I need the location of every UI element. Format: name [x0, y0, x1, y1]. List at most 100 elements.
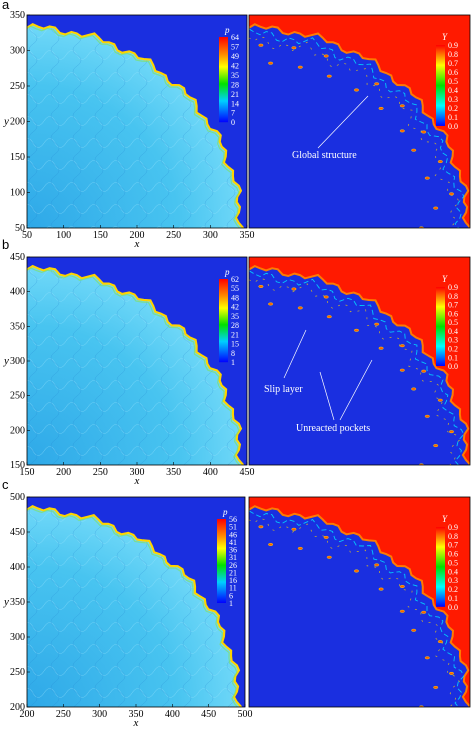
unreacted-pocket [374, 563, 380, 567]
unreacted-pocket [421, 610, 427, 614]
front-afterglow [27, 507, 239, 707]
x-tick-label: 400 [203, 467, 218, 478]
reaction-front [249, 23, 470, 228]
pressure-colorbar-title: p [222, 507, 228, 517]
detonation-front [27, 264, 245, 465]
x-tick-label: 450 [201, 709, 216, 720]
pressure-colorbar-tick: 42 [231, 303, 239, 312]
x-tick-label: 350 [240, 230, 255, 241]
x-tick-label: 200 [130, 230, 145, 241]
pressure-colorbar [217, 519, 226, 603]
fraction-plot-a: Y0.90.80.70.60.50.40.30.20.10.0 Global st… [248, 14, 471, 229]
fraction-colorbar-tick: 0.4 [448, 567, 458, 576]
pressure-colorbar-tick: 6 [229, 591, 233, 600]
pressure-colorbar-title: p [224, 25, 230, 35]
pressure-colorbar-tick: 31 [229, 553, 237, 562]
annotation-leader [283, 329, 307, 379]
fraction-colorbar-tick: 0.2 [448, 344, 458, 353]
detonation-front [27, 23, 245, 228]
unreacted-pocket [399, 344, 405, 348]
y-tick-label: 50 [15, 223, 25, 234]
fraction-colorbar-tick: 0.5 [448, 77, 458, 86]
fraction-colorbar-tick: 0.8 [448, 50, 458, 59]
fraction-colorbar-tick: 0.6 [448, 309, 458, 318]
x-tick-label: 450 [240, 467, 255, 478]
unreacted-pocket [326, 74, 332, 78]
unreacted-pocket [291, 527, 297, 531]
x-axis-label: x [133, 717, 139, 729]
y-tick-label: 450 [10, 527, 25, 538]
y-tick-label: 150 [10, 460, 25, 471]
y-tick-label: 100 [10, 188, 25, 199]
pressure-colorbar-title: p [224, 267, 230, 277]
unreacted-pocket [437, 160, 443, 164]
fraction-colorbar-tick: 0.9 [448, 41, 458, 50]
front-afterglow [27, 25, 241, 228]
fraction-colorbar-title: Y [442, 514, 448, 524]
x-tick-label: 300 [130, 467, 145, 478]
pressure-colorbar-tick: 0 [231, 118, 235, 127]
unreacted-pocket [323, 535, 329, 539]
unreacted-pocket [297, 65, 303, 69]
pressure-colorbar-tick: 8 [231, 349, 235, 358]
x-tick-label: 350 [129, 709, 144, 720]
pressure-colorbar-tick: 55 [231, 284, 239, 293]
unreacted-pocket [421, 130, 427, 134]
pressure-colorbar-tick: 16 [229, 576, 237, 585]
y-tick-label: 300 [10, 46, 25, 57]
pocket-trace [249, 518, 460, 707]
unreacted-pocket [437, 398, 443, 402]
annotation-leader [339, 359, 373, 421]
fraction-colorbar [436, 287, 445, 367]
unreacted-pocket [326, 555, 332, 559]
pressure-colorbar-tick: 15 [231, 340, 239, 349]
unreacted-pocket [354, 88, 359, 92]
slip-layer-trace [249, 510, 465, 707]
pressure-colorbar-tick: 26 [229, 561, 237, 570]
x-tick-label: 150 [93, 230, 108, 241]
annotation-leader [319, 371, 335, 421]
pressure-colorbar-tick: 21 [231, 90, 239, 99]
y-tick-label: 450 [10, 252, 25, 263]
x-tick-label: 300 [203, 230, 218, 241]
unreacted-pocket [449, 192, 454, 196]
y-tick-label: 500 [10, 492, 25, 503]
y-tick-label: 400 [10, 562, 25, 573]
fraction-colorbar-tick: 0.7 [448, 59, 458, 68]
x-tick-label: 100 [56, 230, 71, 241]
unreacted-pocket [399, 609, 405, 613]
y-tick-label: 200 [10, 425, 25, 436]
reaction-front [249, 505, 470, 707]
fraction-colorbar-tick: 0.7 [448, 301, 458, 310]
cellular-structure [27, 266, 244, 465]
unreacted-region [249, 24, 470, 228]
unreacted-pocket [421, 369, 427, 373]
y-tick-label: 250 [10, 81, 25, 92]
pressure-colorbar-tick: 51 [229, 523, 237, 532]
fraction-frame [248, 14, 471, 229]
unreacted-pocket [378, 106, 384, 110]
unreacted-pocket [268, 543, 274, 546]
pressure-colorbar-tick: 21 [229, 568, 237, 577]
x-tick-label: 250 [93, 467, 108, 478]
cellular-structure [27, 24, 244, 228]
fraction-colorbar-tick: 0.4 [448, 327, 458, 336]
pressure-colorbar-tick: 46 [229, 530, 237, 539]
y-tick-label: 300 [10, 356, 25, 367]
unreacted-pocket [433, 206, 439, 210]
unreacted-pocket [399, 585, 405, 588]
y-tick-label: 350 [10, 321, 25, 332]
unreacted-pocket [424, 176, 430, 180]
x-tick-label: 50 [22, 230, 32, 241]
fraction-colorbar-tick: 0.1 [448, 353, 458, 362]
x-tick-label: 250 [166, 230, 181, 241]
fraction-colorbar [436, 45, 445, 126]
annotation-unreacted-pockets: Unreacted pockets [296, 423, 370, 434]
unreacted-pocket [378, 346, 384, 350]
x-tick-label: 400 [165, 709, 180, 720]
pressure-colorbar-tick: 11 [229, 584, 237, 593]
reaction-front [249, 264, 470, 465]
pressure-colorbar-tick: 28 [231, 80, 239, 89]
pressure-plot-c: 200 250 300 350 400 450 500 200 250 300 350 400 450 5… [3, 492, 253, 729]
